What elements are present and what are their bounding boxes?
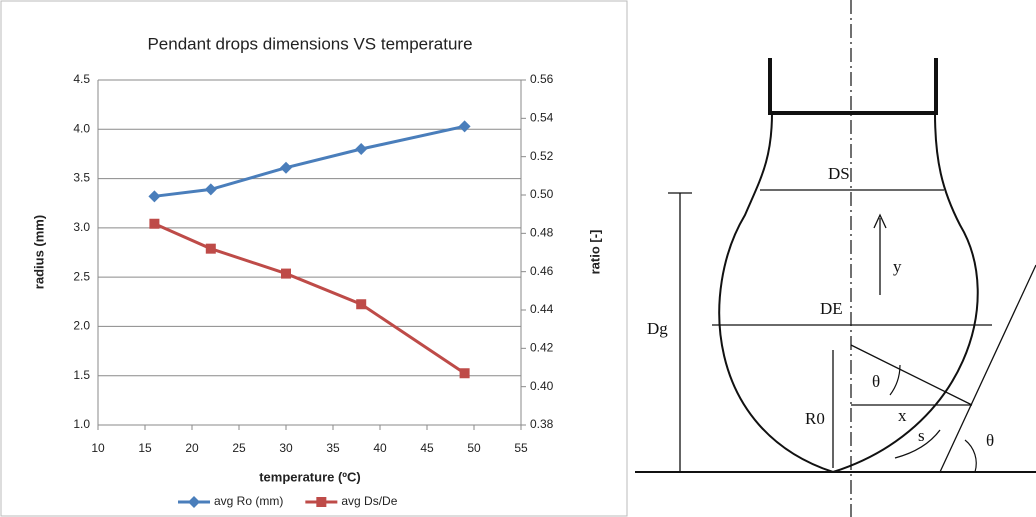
y-tick-label: 1.5: [73, 368, 90, 382]
diagram: DS DE Dg y θ x R0 s θ: [635, 0, 1036, 517]
label-dg: Dg: [647, 319, 668, 338]
x-tick-label: 25: [232, 441, 246, 455]
chart-frame: [0, 0, 628, 517]
plot: 1.0 1.5 2.0 2.5 3.0 3.5 4.0 4.5 0.38 0.40 0.42 0.44…: [73, 72, 553, 508]
y-tick-label: 2.5: [73, 269, 90, 283]
y2-tick-label: 0.48: [530, 226, 554, 240]
marker: [204, 183, 217, 196]
marker: [459, 368, 470, 379]
label-x: x: [898, 406, 907, 425]
x-tick-label: 40: [373, 441, 387, 455]
y2-tick-label: 0.44: [530, 302, 554, 316]
y-arrow-head: [873, 213, 887, 229]
y2-tick-label: 0.40: [530, 379, 554, 393]
label-r0: R0: [805, 409, 825, 428]
marker: [356, 299, 367, 310]
marker: [316, 497, 327, 507]
normal-line: [850, 344, 973, 406]
tangent-line: [939, 264, 1036, 473]
y2-tick-label: 0.46: [530, 264, 554, 278]
marker: [280, 161, 292, 174]
marker: [458, 120, 471, 133]
theta-arc-2: [964, 439, 977, 473]
y2-tick-label: 0.42: [530, 341, 554, 355]
y-tick-label: 2.0: [73, 319, 90, 333]
y2-axis-title: ratio [-]: [587, 230, 602, 275]
y2-tick-label: 0.54: [530, 111, 554, 125]
s-arrow: [894, 429, 941, 459]
y2-tick-label: 0.56: [530, 72, 554, 86]
x-tick-label: 35: [326, 441, 340, 455]
y2-tick-label: 0.50: [530, 187, 554, 201]
label-s: s: [918, 426, 925, 445]
marker: [188, 496, 200, 508]
y-tick-label: 1.0: [73, 417, 90, 431]
x-axis-title: temperature (ºC): [259, 469, 361, 484]
x-tick-label: 10: [91, 441, 105, 455]
marker: [281, 268, 291, 279]
label-y: y: [893, 257, 902, 276]
x-tick-label: 20: [185, 441, 199, 455]
y2-tick-label: 0.52: [530, 149, 554, 163]
y-axis-title: radius (mm): [31, 215, 46, 289]
y-tick-label: 4.0: [73, 121, 90, 135]
y-tick-label: 3.5: [73, 171, 90, 185]
x-tick-label: 15: [138, 441, 152, 455]
marker: [149, 218, 160, 229]
needle: [768, 58, 938, 115]
legend-label: avg Ro (mm): [214, 494, 283, 508]
x-tick-label: 45: [420, 441, 434, 455]
marker: [355, 143, 368, 155]
x-tick-label: 55: [514, 441, 528, 455]
label-de: DE: [820, 299, 843, 318]
y-tick-label: 3.0: [73, 220, 90, 234]
marker: [148, 190, 161, 203]
chart-title: Pendant drops dimensions VS temperature: [147, 34, 472, 53]
label-ds: DS: [828, 164, 850, 183]
y2-tick-label: 0.38: [530, 417, 554, 431]
x-tick-label: 50: [467, 441, 481, 455]
x-tick-label: 30: [279, 441, 293, 455]
label-theta-2: θ: [986, 431, 994, 450]
theta-arc: [889, 364, 901, 396]
y-tick-label: 4.5: [73, 72, 90, 86]
label-theta: θ: [872, 372, 880, 391]
legend-label: avg Ds/De: [341, 494, 397, 508]
marker: [205, 243, 216, 254]
